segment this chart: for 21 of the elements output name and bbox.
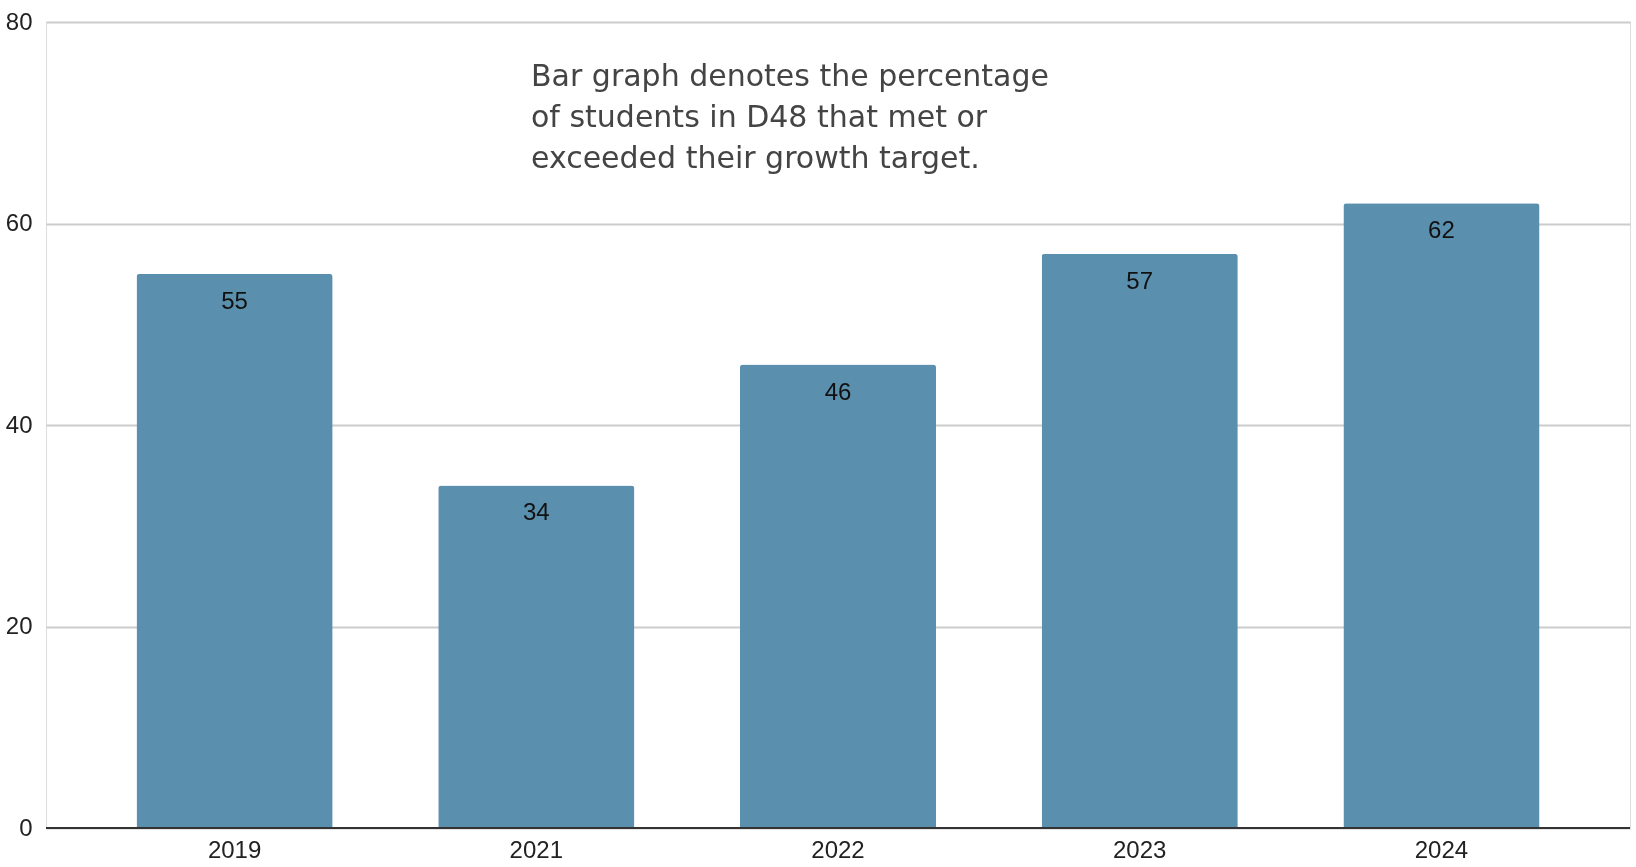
bar <box>739 364 937 828</box>
bar <box>438 485 635 828</box>
y-tick-label: 20 <box>5 612 33 639</box>
data-label: 62 <box>1428 216 1455 244</box>
y-tick-label: 0 <box>19 813 33 841</box>
data-label: 34 <box>522 498 550 526</box>
y-tick-label: 40 <box>5 410 33 438</box>
data-label: 46 <box>824 377 852 405</box>
x-tick-label: 2023 <box>1113 835 1167 863</box>
bar <box>1343 203 1540 828</box>
x-tick-label: 2021 <box>509 835 563 863</box>
data-label: 55 <box>221 286 248 314</box>
bar <box>136 273 333 828</box>
y-tick-label: 80 <box>5 7 33 35</box>
x-tick-label: 2022 <box>811 835 865 863</box>
x-tick-label: 2019 <box>207 835 262 863</box>
y-tick-label: 60 <box>5 209 33 236</box>
data-label: 57 <box>1126 266 1154 294</box>
x-tick-label: 2024 <box>1414 835 1469 863</box>
annotation: Bar graph denotes the percentage of students in D48 that met or exceeded their growth target. <box>531 58 1049 175</box>
bar <box>1041 253 1238 828</box>
